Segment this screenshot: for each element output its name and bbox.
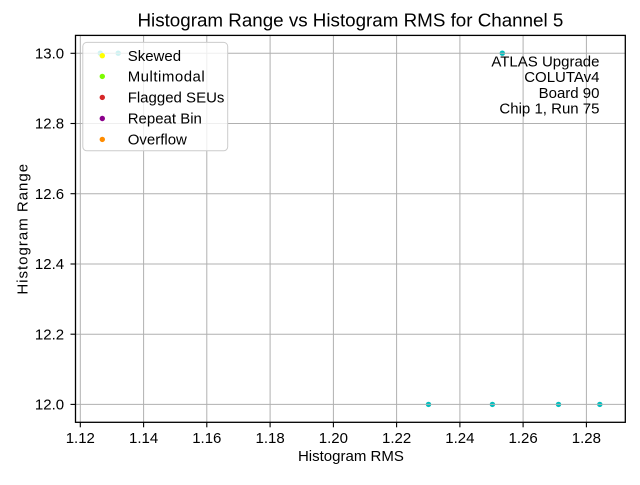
svg-text:COLUTAv4: COLUTAv4 xyxy=(524,69,599,86)
svg-text:Histogram RMS: Histogram RMS xyxy=(298,448,404,465)
svg-text:1.18: 1.18 xyxy=(255,430,284,447)
svg-text:1.24: 1.24 xyxy=(445,430,474,447)
svg-text:Histogram Range vs Histogram R: Histogram Range vs Histogram RMS for Cha… xyxy=(137,9,563,30)
svg-text:12.8: 12.8 xyxy=(35,116,64,133)
svg-text:Skewed: Skewed xyxy=(128,48,181,65)
svg-text:Overflow: Overflow xyxy=(128,132,187,149)
svg-text:1.26: 1.26 xyxy=(508,430,537,447)
svg-text:1.28: 1.28 xyxy=(572,430,601,447)
svg-text:12.0: 12.0 xyxy=(35,397,64,414)
svg-text:1.16: 1.16 xyxy=(192,430,221,447)
svg-text:Repeat Bin: Repeat Bin xyxy=(128,111,202,128)
svg-text:ATLAS Upgrade: ATLAS Upgrade xyxy=(491,53,599,70)
svg-text:Histogram Range: Histogram Range xyxy=(15,163,32,295)
svg-text:1.12: 1.12 xyxy=(66,430,95,447)
svg-text:Flagged SEUs: Flagged SEUs xyxy=(128,90,225,107)
svg-text:Chip 1, Run 75: Chip 1, Run 75 xyxy=(499,101,599,118)
svg-text:Multimodal: Multimodal xyxy=(128,69,206,86)
svg-text:1.22: 1.22 xyxy=(382,430,411,447)
svg-text:1.20: 1.20 xyxy=(319,430,348,447)
svg-text:Board 90: Board 90 xyxy=(539,85,600,102)
svg-text:12.6: 12.6 xyxy=(35,186,64,203)
svg-text:12.2: 12.2 xyxy=(35,326,64,343)
svg-text:13.0: 13.0 xyxy=(35,45,64,62)
svg-text:1.14: 1.14 xyxy=(129,430,158,447)
svg-text:12.4: 12.4 xyxy=(35,256,64,273)
